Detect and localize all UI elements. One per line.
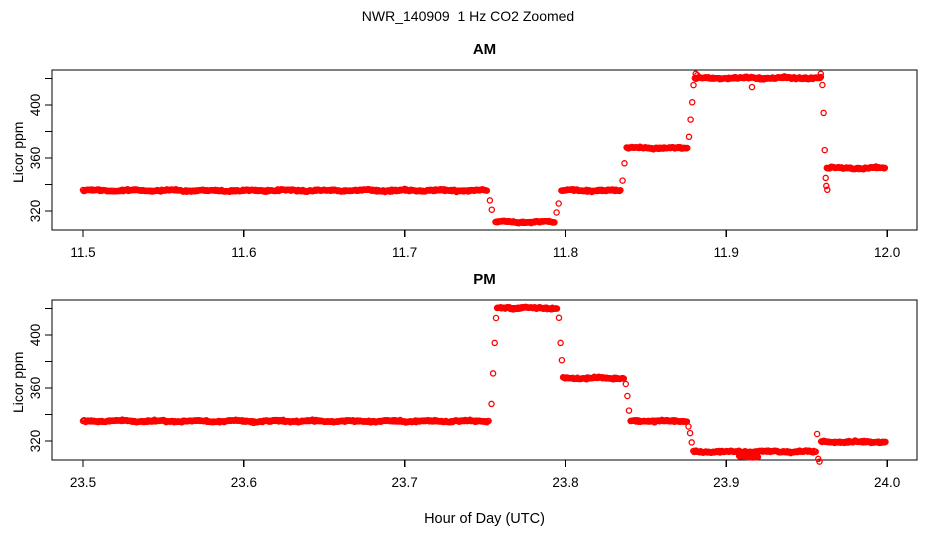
y-tick-label: 320 [28, 200, 43, 223]
plot-title: NWR_140909 1 Hz CO2 Zoomed [361, 8, 575, 24]
y-tick-label: 360 [28, 377, 43, 400]
x-tick-label: 11.6 [231, 245, 256, 260]
am-panel: 11.5 11.6 11.7 11.8 11.9 12.0 320 360 400 [28, 69, 918, 260]
y-tick-label: 400 [28, 94, 43, 117]
x-tick-label: 24.0 [874, 475, 900, 490]
plot-box [51, 69, 918, 231]
am-panel-title: AM [472, 41, 497, 58]
y-tick-label: 320 [28, 430, 43, 453]
x-tick-label: 23.9 [713, 475, 739, 490]
plot-box [51, 299, 918, 461]
x-tick-label: 23.5 [70, 475, 96, 490]
pm-panel-title: PM [473, 271, 496, 288]
x-tick-label: 23.7 [392, 475, 418, 490]
x-axis-label: Hour of Day (UTC) [424, 511, 545, 527]
x-tick-label: 11.9 [714, 245, 739, 260]
x-tick-label: 12.0 [874, 245, 900, 260]
pm-panel: 23.5 23.6 23.7 23.8 23.9 24.0 320 360 400 [28, 299, 918, 490]
y-tick-label: 400 [28, 324, 43, 347]
y-tick-label: 360 [28, 147, 43, 170]
x-tick-label: 23.8 [552, 475, 578, 490]
x-tick-label: 11.5 [70, 245, 95, 260]
x-tick-label: 11.8 [553, 245, 578, 260]
x-tick-label: 23.6 [231, 475, 257, 490]
scatter-points [79, 303, 889, 465]
x-tick-label: 11.7 [392, 245, 417, 260]
scatter-points [79, 70, 889, 227]
